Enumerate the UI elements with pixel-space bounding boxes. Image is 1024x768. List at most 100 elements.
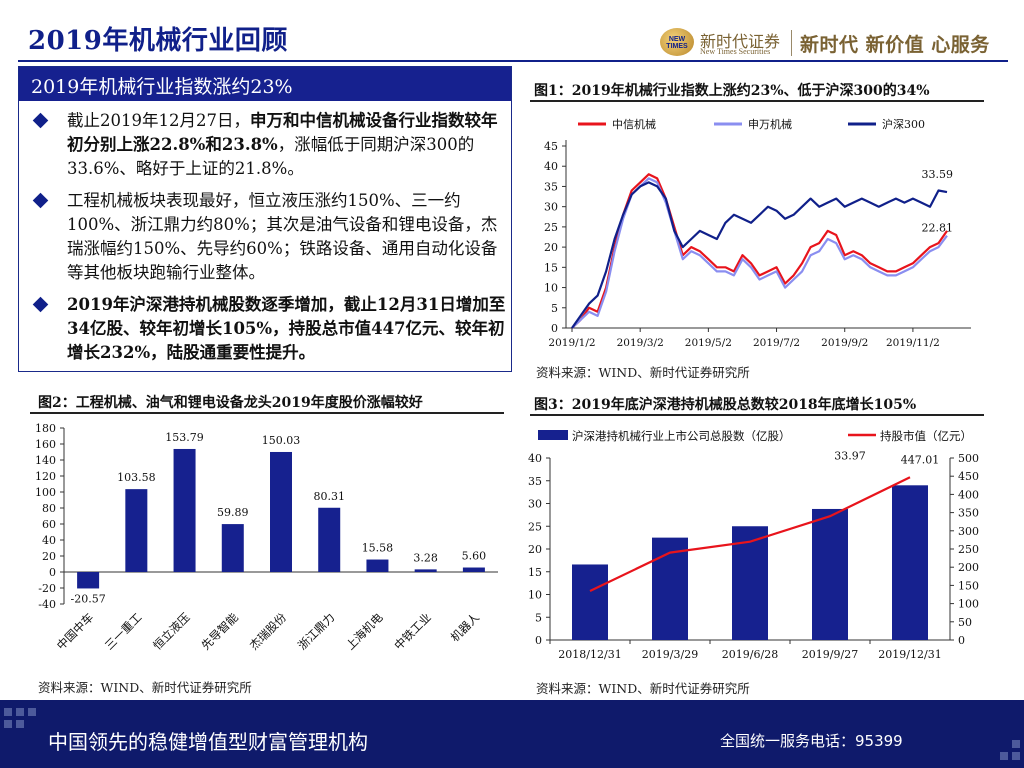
bullet-text: 2019年沪深港持机械股数逐季增加，截止12月31日增加至34亿股、较年初增长1… xyxy=(67,295,506,362)
series-line xyxy=(571,181,948,329)
y-tick-label: 35 xyxy=(544,180,558,193)
header: 2019年机械行业回顾 NEW TIMES 新时代证券 New Times Se… xyxy=(0,0,1024,62)
x-tick-label: 2019/7/2 xyxy=(753,337,800,349)
bar-value-label: 3.28 xyxy=(413,551,438,564)
header-rule xyxy=(18,60,1008,62)
bar xyxy=(318,507,341,572)
diamond-bullet-icon xyxy=(32,112,49,129)
bar-value-label: 103.58 xyxy=(117,471,156,484)
summary-bullet: 截止2019年12月27日，申万和中信机械设备行业指数较年初分别上涨22.8%和… xyxy=(29,109,509,181)
fig1-line-chart: 中信机械 申万机械 沪深300 0 5 10 15 20 25 30 35 40 45 2019/1/2 2… xyxy=(544,117,971,349)
company-logo-icon xyxy=(660,28,694,56)
category-label: 2018/12/31 xyxy=(558,648,621,661)
y-left-tick-label: 35 xyxy=(528,475,542,488)
bullet-text: ，涨幅低于同期沪深300的33.6%、略好于上证的21.8%。 xyxy=(67,135,475,178)
footer-deco xyxy=(1000,752,1008,760)
y-tick-label: 30 xyxy=(544,201,558,214)
y-right-tick-label: 100 xyxy=(958,598,979,611)
category-label: 浙江鼎力 xyxy=(295,610,337,652)
x-tick-label: 2019/3/2 xyxy=(617,337,664,349)
y-tick-label: 80 xyxy=(42,502,56,515)
bullet-text: 工程机械板块表现最好，恒立液压涨约150%、三一约100%、浙江鼎力约80%；其… xyxy=(67,191,498,282)
category-label: 中国中车 xyxy=(54,610,96,652)
legend-label: 申万机械 xyxy=(748,117,792,131)
summary-heading: 2019年机械行业指数涨约23% xyxy=(19,67,511,101)
brand-name: 新时代证券 xyxy=(700,32,781,51)
category-label: 先导智能 xyxy=(198,610,241,653)
fig1-source: 资料来源：WIND、新时代证券研究所 xyxy=(536,365,750,380)
category-label: 2019/12/31 xyxy=(878,648,941,661)
y-right-tick-label: 350 xyxy=(958,507,979,520)
bar xyxy=(812,508,848,640)
legend-swatch xyxy=(538,430,568,440)
category-label: 机器人 xyxy=(448,610,483,645)
bar xyxy=(366,559,389,572)
footer-deco xyxy=(28,708,36,716)
brand-subtitle: New Times Securities xyxy=(700,47,771,56)
fig1-rule xyxy=(530,100,984,102)
annotation-label: 447.01 xyxy=(901,453,940,466)
y-tick-label: 40 xyxy=(42,534,56,547)
bullet-text: 申万和中信机械设备行业指数较年初分别上涨22.8%和23.8% xyxy=(67,111,498,154)
x-tick-label: 2019/9/2 xyxy=(821,337,868,349)
category-label: 杰瑞股份 xyxy=(247,610,290,653)
legend-label: 沪深300 xyxy=(882,117,925,131)
bar xyxy=(173,448,196,572)
bar xyxy=(270,451,292,572)
fig2-title: 图2：工程机械、油气和锂电设备龙头2019年度股价涨幅较好 xyxy=(38,395,423,411)
y-right-tick-label: 500 xyxy=(958,452,979,465)
y-tick-label: 20 xyxy=(544,241,558,254)
fig3-combo-chart: 沪深港持机械行业上市公司总股数（亿股） 持股市值（亿元） 0 5 10 15 20 25 30 3… xyxy=(528,429,979,661)
y-left-tick-label: 25 xyxy=(528,520,542,533)
summary-panel: 2019年机械行业指数涨约23% 截止2019年12月27日，申万和中信机械设备… xyxy=(18,66,512,372)
x-tick-label: 2019/5/2 xyxy=(685,337,732,349)
y-left-tick-label: 10 xyxy=(528,589,542,602)
y-tick-label: 60 xyxy=(42,518,56,531)
diamond-bullet-icon xyxy=(32,192,49,209)
y-tick-label: 180 xyxy=(35,422,56,435)
y-left-tick-label: 40 xyxy=(528,452,542,465)
y-tick-label: 40 xyxy=(544,160,558,173)
y-tick-label: 25 xyxy=(544,221,558,234)
category-label: 恒立液压 xyxy=(150,610,192,652)
summary-bullet: 2019年沪深港持机械股数逐季增加，截止12月31日增加至34亿股、较年初增长1… xyxy=(29,293,509,365)
bar-value-label: 80.31 xyxy=(313,490,345,503)
slogan: 新时代 新价值 心服务 xyxy=(800,34,990,56)
category-label: 上海机电 xyxy=(343,610,386,653)
fig3-rule xyxy=(530,414,984,416)
series-line xyxy=(589,476,911,592)
annotation-label: 33.59 xyxy=(922,168,954,181)
y-tick-label: 0 xyxy=(551,322,558,335)
category-label: 2019/6/28 xyxy=(722,648,778,661)
bar xyxy=(414,569,437,572)
footer-deco xyxy=(1012,752,1020,760)
legend-label: 中信机械 xyxy=(612,117,656,131)
bar-value-label: 5.60 xyxy=(462,550,487,563)
fig3-title: 图3：2019年底沪深港持机械股总数较2018年底增长105% xyxy=(534,397,917,413)
annotation-label: 33.97 xyxy=(834,449,866,462)
fig2-rule xyxy=(30,412,504,414)
footer: 中国领先的稳健增值型财富管理机构 全国统一服务电话：95399 xyxy=(0,700,1024,768)
y-left-tick-label: 20 xyxy=(528,543,542,556)
y-tick-label: -20 xyxy=(38,582,56,595)
summary-bullets: 截止2019年12月27日，申万和中信机械设备行业指数较年初分别上涨22.8%和… xyxy=(29,109,509,373)
summary-bullet: 工程机械板块表现最好，恒立液压涨约150%、三一约100%、浙江鼎力约80%；其… xyxy=(29,189,509,285)
bar-value-label: 59.89 xyxy=(217,506,249,519)
x-tick-label: 2019/11/2 xyxy=(886,337,940,349)
bar xyxy=(221,524,244,572)
legend-label: 沪深港持机械行业上市公司总股数（亿股） xyxy=(572,429,791,443)
y-right-tick-label: 0 xyxy=(958,634,965,647)
footer-deco xyxy=(4,720,12,728)
category-label: 中铁工业 xyxy=(391,610,433,652)
bar xyxy=(732,526,768,640)
bullet-text: 截止2019年12月27日， xyxy=(67,111,250,130)
brand-separator xyxy=(791,30,792,56)
y-tick-label: 5 xyxy=(551,302,558,315)
y-tick-label: 140 xyxy=(35,454,56,467)
y-left-tick-label: 30 xyxy=(528,498,542,511)
y-tick-label: 10 xyxy=(544,282,558,295)
diamond-bullet-icon xyxy=(32,296,49,313)
y-tick-label: 160 xyxy=(35,438,56,451)
y-right-tick-label: 200 xyxy=(958,561,979,574)
y-tick-label: 20 xyxy=(42,550,56,563)
